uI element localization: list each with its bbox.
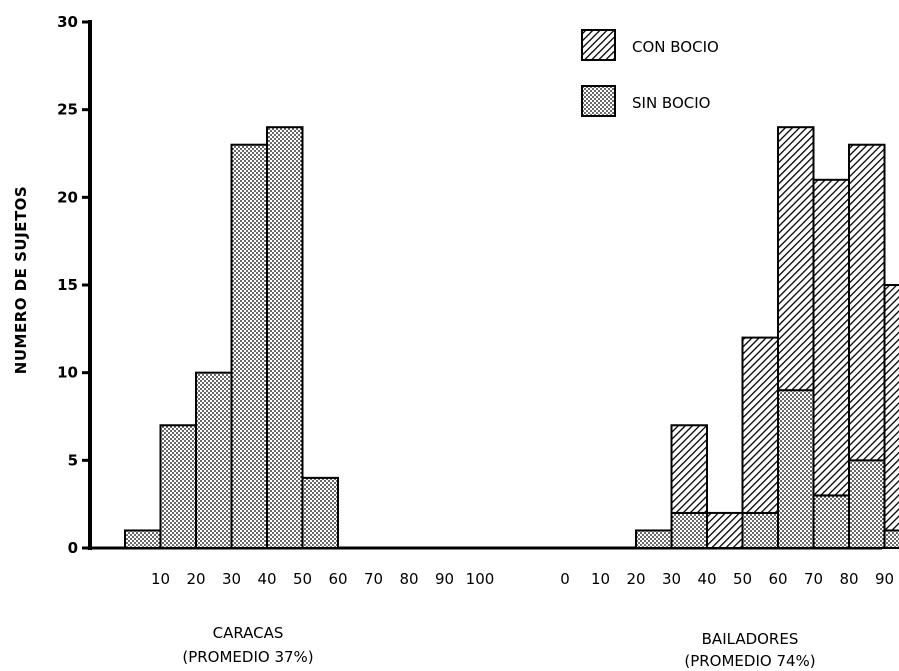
bar-sin-bocio-caracas-20-30	[195, 371, 233, 549]
legend: CON BOCIO SIN BOCIO	[581, 29, 719, 117]
y-tick-label: 10	[57, 364, 78, 382]
bar-sin-bocio-caracas-40-50	[266, 126, 304, 549]
y-tick-label: 5	[68, 451, 78, 469]
x-tick-label-caracas: 50	[293, 570, 312, 588]
bar-sin-bocio-caracas-10-20	[159, 424, 197, 549]
x-tick-label-bailadores: 50	[733, 570, 752, 588]
y-ticks: 0 5 10 15 20 25 30	[57, 13, 92, 557]
bar-con-bocio-bailadores-80-90	[848, 143, 886, 462]
x-tick-label-bailadores: 10	[591, 570, 610, 588]
y-axis-label: NUMERO DE SUJETOS	[12, 186, 30, 374]
y-tick-label: 30	[57, 13, 78, 31]
bars	[124, 126, 899, 550]
bar-sin-bocio-bailadores-50-60	[741, 511, 779, 550]
bar-sin-bocio-bailadores-70-80	[812, 494, 850, 549]
group-title-caracas: CARACAS	[213, 624, 284, 642]
x-tick-label-bailadores: 70	[804, 570, 823, 588]
y-tick-label: 0	[68, 539, 78, 557]
bar-sin-bocio-caracas-0-10	[124, 529, 162, 550]
group-subtitle-bailadores: (PROMEDIO 74%)	[684, 652, 815, 670]
bar-sin-bocio-bailadores-60-70	[777, 389, 815, 550]
bar-con-bocio-bailadores-50-60	[741, 336, 779, 514]
x-tick-label-bailadores: 80	[839, 570, 858, 588]
x-ticks: 10 20 30 40 50 60 70 80 90 100 0 10 20 30 40 50 60 70 80 90…	[151, 570, 894, 588]
x-tick-label-bailadores: 30	[662, 570, 681, 588]
group-subtitle-caracas: (PROMEDIO 37%)	[182, 648, 313, 666]
legend-label-con-bocio: CON BOCIO	[632, 38, 719, 56]
y-tick-label: 25	[57, 101, 78, 119]
x-tick-label-caracas: 60	[328, 570, 347, 588]
x-tick-label-caracas: 40	[257, 570, 276, 588]
y-tick-label: 15	[57, 276, 78, 294]
x-tick-label-caracas: 30	[222, 570, 241, 588]
x-tick-label-caracas: 90	[435, 570, 454, 588]
x-tick-label-caracas: 80	[399, 570, 418, 588]
legend-label-sin-bocio: SIN BOCIO	[632, 94, 710, 112]
x-tick-label-bailadores: 60	[768, 570, 787, 588]
x-tick-label-bailadores: 0	[560, 570, 570, 588]
bar-con-bocio-bailadores-70-80	[812, 178, 850, 497]
x-tick-label-bailadores: 90	[875, 570, 894, 588]
bar-sin-bocio-bailadores-30-40	[670, 511, 708, 550]
bar-con-bocio-bailadores-60-70	[777, 126, 815, 392]
bar-con-bocio-bailadores-30-40	[670, 424, 708, 514]
bar-sin-bocio-caracas-50-60	[301, 476, 339, 549]
bar-con-bocio-bailadores-40-50	[706, 511, 744, 550]
x-tick-label-caracas: 70	[364, 570, 383, 588]
legend-swatch-sin-bocio	[581, 85, 616, 117]
legend-swatch-con-bocio	[581, 29, 616, 61]
bar-sin-bocio-bailadores-90-100	[883, 529, 899, 550]
x-tick-label-caracas: 100	[466, 570, 495, 588]
x-tick-label-bailadores: 40	[697, 570, 716, 588]
bar-sin-bocio-bailadores-20-30	[635, 529, 673, 550]
group-title-bailadores: BAILADORES	[702, 630, 799, 648]
x-tick-label-bailadores: 20	[626, 570, 645, 588]
y-tick-label: 20	[57, 188, 78, 206]
bar-con-bocio-bailadores-90-100	[883, 284, 899, 532]
bar-sin-bocio-caracas-30-40	[230, 143, 268, 549]
bar-sin-bocio-bailadores-80-90	[848, 459, 886, 550]
x-tick-label-caracas: 20	[186, 570, 205, 588]
x-tick-label-caracas: 10	[151, 570, 170, 588]
